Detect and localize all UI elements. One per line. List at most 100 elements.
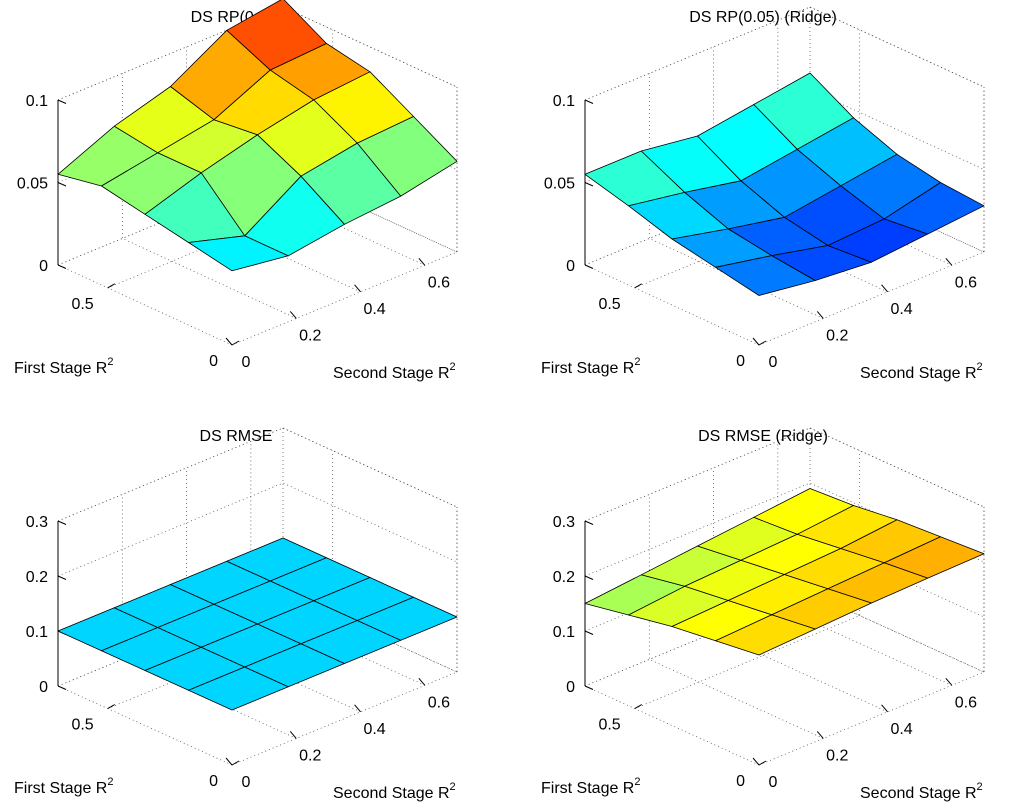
x-tick-label: 0.6 [428, 694, 450, 711]
z-tick-mark [584, 182, 594, 187]
x-tick-label: 0.4 [890, 301, 912, 318]
z-tick-mark [584, 575, 594, 580]
x-tick-label: 0.6 [955, 694, 977, 711]
y-axis-label: First Stage R2 [14, 776, 113, 797]
x-tick-mark [418, 257, 426, 266]
plot-title: DS RMSE [200, 428, 273, 445]
surface [584, 488, 985, 656]
z-tick-label: 0.2 [553, 569, 575, 586]
y-axis-label: First Stage R2 [14, 356, 113, 377]
z-tick-mark [584, 630, 594, 635]
grid-lines [57, 6, 458, 346]
x-tick-mark [225, 757, 233, 766]
y-tick-label: 0.5 [71, 296, 93, 313]
grid-lines [584, 427, 985, 766]
x-axis-label: Second Stage R2 [333, 781, 456, 802]
x-tick-mark [354, 284, 361, 293]
x-tick-mark [289, 311, 297, 319]
x-tick-mark [881, 704, 888, 713]
z-tick-mark [584, 264, 594, 269]
z-tick-mark [57, 99, 67, 104]
z-tick-mark [584, 520, 594, 525]
x-tick-mark [881, 284, 888, 293]
y-tick-mark [107, 283, 115, 289]
x-tick-mark [752, 337, 760, 346]
z-tick-label: 0.05 [544, 176, 575, 193]
x-tick-label: 0.6 [955, 274, 977, 291]
z-tick-label: 0.2 [26, 569, 48, 586]
plot-title: DS RP(0.05) (Ridge) [689, 9, 837, 26]
y-tick-mark [758, 340, 767, 346]
y-tick-mark [758, 760, 767, 766]
z-tick-label: 0.3 [553, 514, 575, 531]
z-tick-label: 0 [566, 679, 575, 696]
y-tick-label: 0 [736, 773, 745, 790]
grid-lines [584, 6, 985, 346]
plot-title: DS RMSE (Ridge) [698, 428, 828, 445]
x-tick-label: 0.2 [826, 747, 848, 764]
y-tick-label: 0 [736, 353, 745, 370]
x-tick-label: 0 [242, 774, 251, 791]
surface-plot-rp-005-ridge: DS RP(0.05) (Ridge) 0 0.05 0.1 0 0.2 0.4 0.6 0 0… [541, 6, 985, 382]
y-tick-label: 0.5 [598, 717, 620, 734]
z-tick-label: 0.1 [553, 93, 575, 110]
x-tick-mark [289, 731, 297, 739]
surface-facet [883, 182, 985, 235]
surface-facet [356, 596, 458, 641]
y-tick-mark [231, 760, 240, 766]
surface [57, 537, 458, 711]
x-axis-label: Second Stage R2 [860, 361, 983, 382]
x-tick-label: 0.6 [428, 274, 450, 291]
x-tick-mark [418, 677, 426, 686]
y-tick-mark [107, 704, 115, 710]
z-tick-label: 0.1 [26, 624, 48, 641]
y-tick-label: 0.5 [598, 296, 620, 313]
z-tick-mark [57, 520, 67, 525]
grid-lines [57, 427, 458, 766]
surface [584, 72, 985, 296]
z-tick-mark [57, 182, 67, 187]
x-tick-label: 0.4 [363, 721, 385, 738]
z-tick-mark [57, 685, 67, 690]
x-tick-mark [816, 731, 824, 739]
z-tick-label: 0 [566, 258, 575, 275]
y-tick-label: 0 [209, 773, 218, 790]
surface-plot-rmse-ridge: DS RMSE (Ridge) 0 0.1 0.2 0.3 0 0.2 0.4 0.6 0 0.5… [541, 427, 985, 802]
x-tick-label: 0.2 [299, 327, 321, 344]
y-tick-mark [231, 340, 240, 346]
x-tick-label: 0 [769, 774, 778, 791]
z-tick-mark [57, 264, 67, 269]
z-tick-mark [57, 575, 67, 580]
x-tick-label: 0.2 [299, 747, 321, 764]
y-tick-mark [634, 704, 642, 710]
z-tick-label: 0.05 [17, 176, 48, 193]
x-axis-label: Second Stage R2 [333, 361, 456, 382]
x-tick-label: 0 [242, 354, 251, 371]
x-tick-mark [354, 704, 361, 713]
z-tick-label: 0.1 [553, 624, 575, 641]
x-tick-mark [816, 311, 824, 319]
z-tick-label: 0.3 [26, 514, 48, 531]
z-tick-label: 0.1 [26, 93, 48, 110]
x-tick-mark [945, 677, 953, 686]
x-tick-label: 0.4 [363, 301, 385, 318]
y-tick-label: 0.5 [71, 717, 93, 734]
x-tick-label: 0 [769, 354, 778, 371]
y-tick-mark [634, 283, 642, 289]
surface-plot-rp-005: DS RP(0.05) 00.050.100.20.40.600.5First … [14, 0, 458, 382]
surface-facet [883, 536, 985, 579]
x-tick-label: 0.2 [826, 327, 848, 344]
x-tick-mark [225, 337, 233, 346]
z-tick-mark [584, 685, 594, 690]
surface-facet [356, 116, 458, 197]
z-tick-label: 0 [39, 258, 48, 275]
surface [57, 0, 458, 272]
z-tick-label: 0 [39, 679, 48, 696]
x-tick-label: 0.4 [890, 721, 912, 738]
x-tick-mark [945, 257, 953, 266]
x-axis-label: Second Stage R2 [860, 781, 983, 802]
y-tick-label: 0 [209, 353, 218, 370]
x-tick-mark [752, 757, 760, 766]
y-axis-label: First Stage R2 [541, 776, 640, 797]
